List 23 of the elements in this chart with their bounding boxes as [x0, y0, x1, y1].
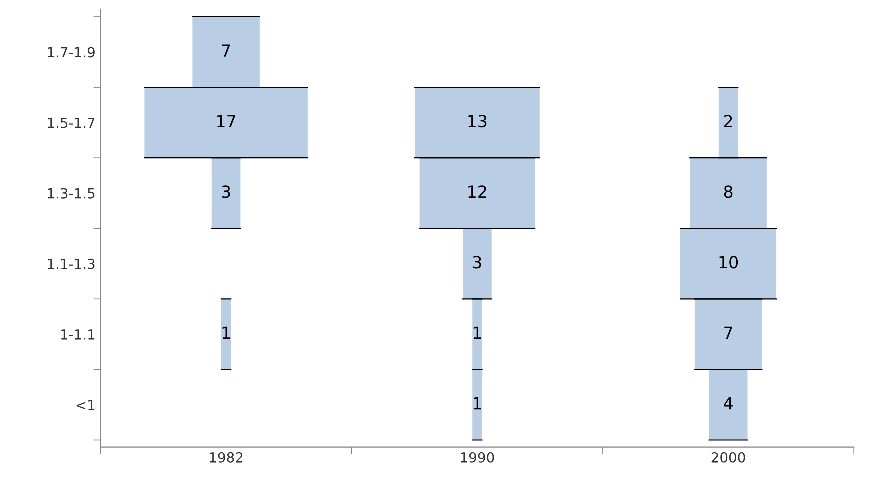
y-tick-label: 1.5-1.7: [48, 118, 95, 128]
data-label: 1: [474, 326, 482, 340]
data-label: 12: [468, 186, 486, 198]
y-tick-label: <1: [76, 400, 95, 410]
data-label: 1: [474, 397, 482, 410]
y-tick-label: 1.1-1.3: [48, 258, 95, 270]
data-label: 7: [724, 326, 732, 340]
x-tick-label: 2000: [712, 452, 746, 463]
data-label: 2: [724, 115, 732, 128]
x-tick-label: 1990: [461, 452, 494, 463]
y-tick-label: 1-1.1: [61, 330, 95, 340]
data-label: 13: [468, 115, 487, 128]
y-tick-label: 1.3-1.5: [48, 188, 95, 199]
x-tick-label: 1982: [210, 452, 243, 463]
data-label: 1: [222, 326, 230, 340]
data-label: 4: [724, 397, 733, 410]
data-label: 3: [473, 256, 482, 269]
y-tick-label: 1.7-1.9: [48, 47, 95, 58]
data-label: 17: [218, 115, 236, 128]
data-label: 3: [222, 186, 230, 198]
data-label: 7: [222, 44, 230, 57]
data-label: 10: [720, 256, 738, 269]
data-label: 8: [724, 186, 733, 198]
